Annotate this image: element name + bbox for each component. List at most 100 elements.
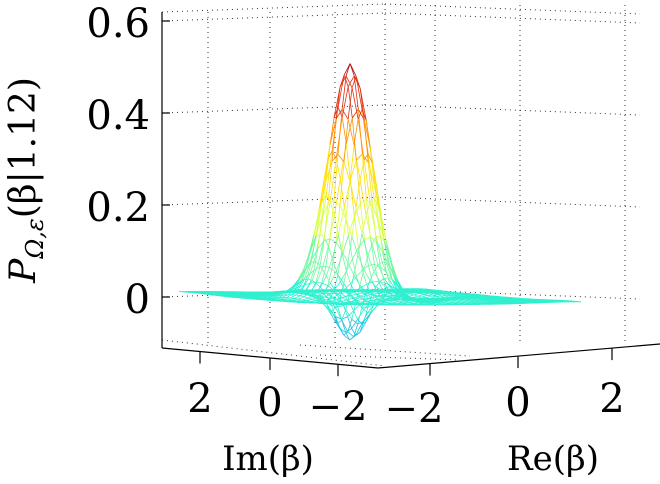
mesh-segment: [374, 264, 379, 282]
mesh-segment: [296, 294, 301, 297]
mesh-segment: [431, 294, 439, 297]
mesh-segment: [419, 289, 424, 291]
mesh-segment: [412, 303, 417, 305]
mesh-segment: [512, 298, 517, 300]
mesh-segment: [367, 255, 375, 272]
mesh-segment: [243, 292, 248, 294]
mesh-segment: [365, 120, 371, 148]
mesh-segment: [213, 291, 218, 293]
mesh-segment: [359, 88, 365, 121]
mesh-segment: [418, 301, 423, 304]
mesh-segment: [359, 269, 365, 286]
mesh-segment: [244, 291, 250, 293]
mesh-segment: [369, 271, 375, 281]
mesh-segment: [389, 291, 394, 293]
mesh-segment: [339, 289, 344, 291]
mesh-segment: [403, 289, 408, 291]
mesh-segment: [363, 153, 369, 161]
mesh-segment: [472, 296, 477, 299]
mesh-segment: [504, 298, 509, 301]
mesh-segment: [330, 270, 337, 284]
mesh-segment: [347, 87, 353, 120]
mesh-segment: [375, 235, 381, 238]
mesh-segment: [371, 243, 379, 266]
mesh-segment: [508, 301, 513, 303]
mesh-segment: [357, 109, 363, 119]
mesh-segment: [289, 291, 294, 294]
mesh-segment: [369, 304, 375, 315]
mesh-segment: [351, 108, 359, 119]
mesh-segment: [371, 162, 377, 185]
mesh-segment: [397, 296, 402, 299]
grid-line: [299, 344, 471, 357]
mesh-segment: [518, 300, 523, 302]
mesh-segment: [335, 293, 340, 299]
mesh-segment: [492, 297, 497, 300]
mesh-segment: [390, 286, 395, 288]
mesh-segment: [381, 221, 387, 242]
mesh-segment: [321, 296, 328, 299]
mesh-segment: [413, 293, 420, 296]
mesh-segment: [395, 282, 401, 289]
mesh-segment: [488, 303, 493, 305]
re-axis-label: Re(β): [507, 439, 599, 479]
mesh-segment: [365, 201, 371, 216]
mesh-segment: [310, 301, 315, 303]
mesh-segment: [327, 297, 332, 306]
mesh-segment: [359, 179, 367, 215]
mesh-segment: [482, 296, 487, 298]
mesh-segment: [325, 265, 333, 270]
mesh-segment: [482, 297, 487, 300]
mesh-segment: [341, 309, 347, 321]
mesh-segment: [345, 143, 351, 180]
mesh-segment: [446, 303, 451, 305]
mesh-segment: [342, 235, 349, 255]
mesh-segment: [474, 300, 480, 303]
mesh-segment: [444, 304, 450, 306]
mesh-segment: [365, 214, 373, 245]
mesh-segment: [357, 233, 363, 255]
mesh-segment: [333, 298, 338, 307]
mesh-segment: [350, 301, 355, 304]
mesh-segment: [343, 119, 349, 162]
mesh-segment: [292, 300, 297, 302]
mesh-segment: [355, 76, 361, 89]
mesh-segment: [354, 216, 359, 248]
mesh-segment: [209, 292, 214, 294]
mesh-segment: [379, 290, 384, 292]
mesh-segment: [295, 292, 300, 294]
mesh-segment: [380, 266, 385, 283]
mesh-segment: [335, 307, 343, 321]
mesh-segment: [417, 294, 424, 297]
mesh-segment: [375, 300, 381, 308]
mesh-segment: [337, 109, 343, 155]
mesh-segment: [389, 266, 395, 275]
mesh-segment: [384, 282, 391, 286]
mesh-segment: [351, 207, 357, 237]
mesh-segment: [358, 303, 363, 305]
mesh-segment: [335, 316, 340, 329]
mesh-segment: [199, 293, 204, 295]
mesh-segment: [439, 290, 444, 292]
mesh-segment: [436, 302, 442, 304]
mesh-segment: [454, 301, 460, 304]
mesh-segment: [409, 299, 414, 301]
mesh-segment: [327, 246, 333, 259]
mesh-segment: [415, 298, 420, 300]
mesh-segment: [362, 299, 367, 302]
mesh-segment: [337, 154, 345, 163]
mesh-segment: [429, 292, 434, 294]
mesh-segment: [408, 297, 413, 300]
mesh-segment: [431, 295, 436, 297]
mesh-segment: [339, 327, 346, 333]
mesh-segment: [215, 295, 220, 297]
mesh-segment: [367, 153, 373, 163]
mesh-segment: [306, 300, 311, 302]
axes: [161, 12, 660, 377]
mesh-segment: [410, 300, 415, 303]
mesh-segment: [399, 293, 404, 296]
mesh-segment: [365, 299, 370, 304]
mesh-segment: [413, 289, 418, 292]
mesh-segment: [319, 241, 325, 267]
mesh-segment: [484, 302, 489, 304]
